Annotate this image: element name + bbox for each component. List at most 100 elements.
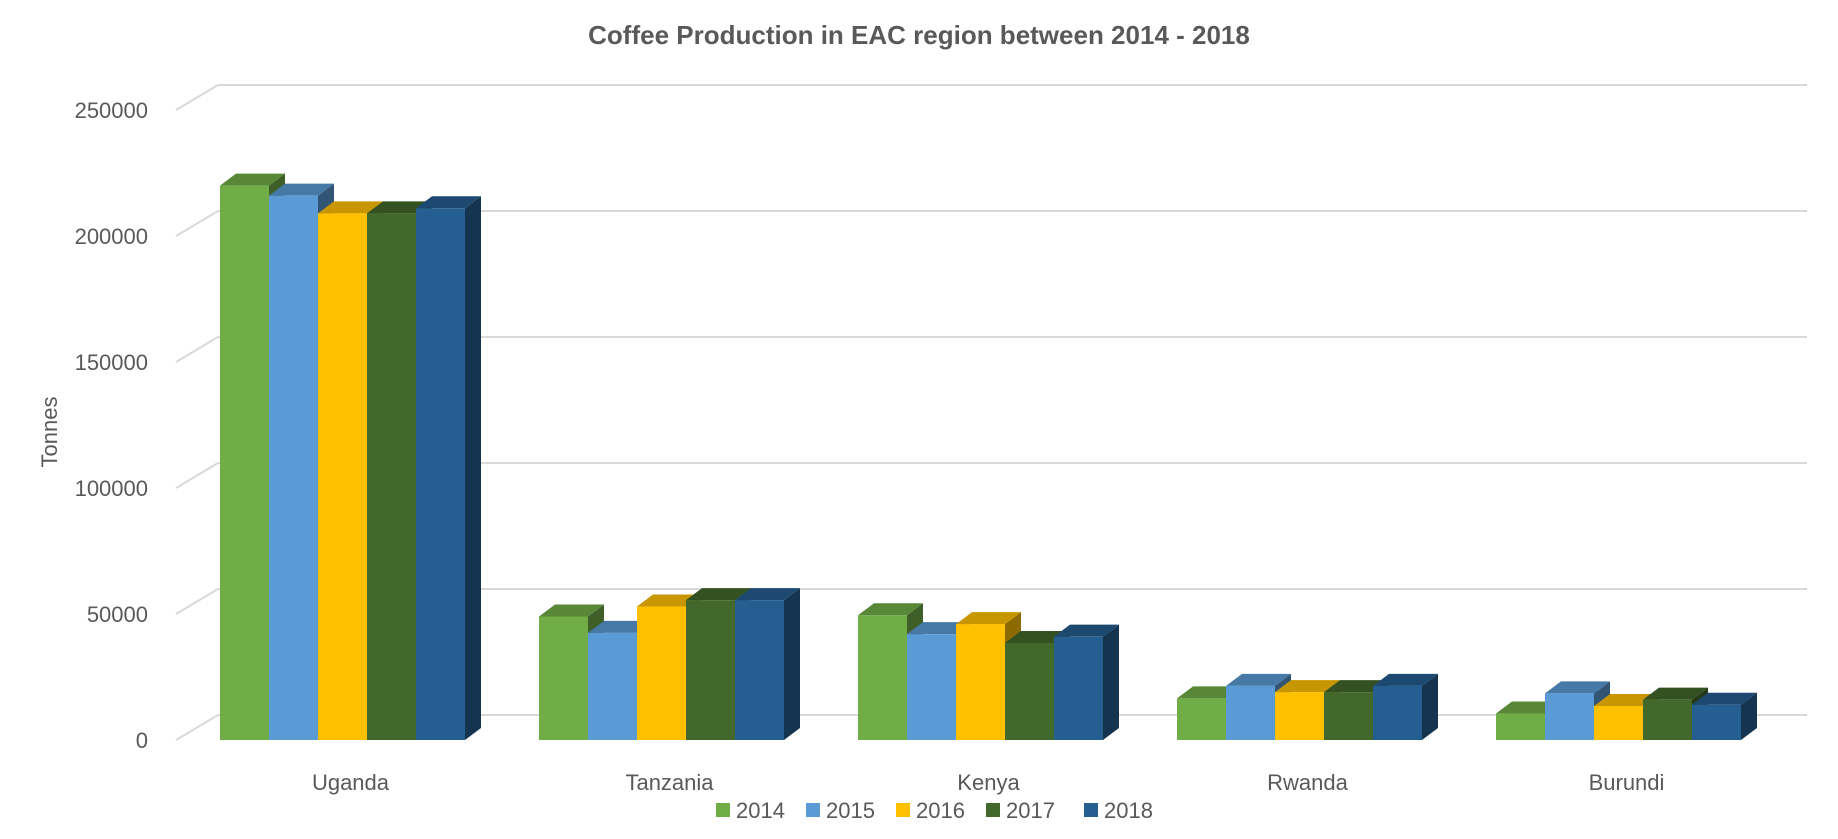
legend-label: 2014: [736, 798, 785, 823]
bar-front: [269, 195, 318, 740]
gridline-depth: [175, 714, 219, 741]
legend-swatch: [806, 803, 820, 817]
y-axis-ticks: 0 50000 100000 150000 200000 250000: [75, 98, 148, 753]
legend-label: 2016: [916, 798, 965, 823]
bar-top: [416, 196, 481, 209]
bar-top: [1324, 680, 1389, 693]
bar-top: [907, 622, 972, 635]
bar-top: [588, 620, 653, 633]
bar-front: [637, 606, 686, 740]
legend-swatch: [986, 803, 1000, 817]
bar-top: [1226, 673, 1291, 686]
bar-top: [1545, 681, 1610, 694]
legend-item-2016[interactable]: 2016: [896, 798, 965, 823]
bar-top: [1496, 701, 1561, 714]
gridline-depth: [175, 210, 219, 237]
bar-front: [539, 616, 588, 740]
bar-front: [1692, 704, 1741, 740]
legend-swatch: [1084, 803, 1098, 817]
bar-front: [686, 600, 735, 740]
bar-top: [1054, 624, 1119, 637]
bar-top: [735, 588, 800, 601]
bar-front: [858, 615, 907, 740]
gridline-depth: [175, 336, 219, 363]
legend-item-2015[interactable]: 2015: [806, 798, 875, 823]
y-tick-label: 100000: [75, 476, 148, 501]
bar-front: [1005, 642, 1054, 740]
gridlines: [175, 84, 1807, 741]
bar-front: [1373, 685, 1422, 740]
bars: [220, 173, 1757, 741]
y-axis-label: Tonnes: [37, 397, 62, 468]
bar-kenya-2018: [1054, 624, 1119, 740]
y-tick-label: 200000: [75, 224, 148, 249]
bar-front: [1545, 693, 1594, 740]
bar-front: [1177, 698, 1226, 740]
gridline-depth: [175, 588, 219, 615]
bar-top: [1275, 680, 1340, 693]
y-tick-label: 0: [136, 728, 148, 753]
gridline-depth: [175, 84, 219, 111]
bar-rwanda-2018: [1373, 673, 1438, 740]
bar-top: [539, 604, 604, 617]
bar-top: [1373, 673, 1438, 686]
bar-front: [907, 634, 956, 740]
x-category-label: Uganda: [312, 770, 390, 795]
bar-top: [1594, 693, 1659, 706]
legend-label: 2017: [1006, 798, 1055, 823]
bar-front: [588, 632, 637, 740]
bar-top: [220, 173, 285, 186]
bar-top: [367, 201, 432, 214]
legend-item-2017[interactable]: 2017: [986, 798, 1055, 823]
bar-side: [784, 588, 800, 740]
bar-side: [1741, 692, 1757, 740]
bar-top: [1692, 692, 1757, 705]
legend[interactable]: 2014 2015 2016 2017 2018: [716, 798, 1153, 823]
bar-top: [1005, 630, 1070, 643]
bar-top: [956, 612, 1021, 625]
bar-top: [858, 603, 923, 616]
bar-front: [318, 213, 367, 740]
x-category-label: Tanzania: [625, 770, 714, 795]
bar-top: [269, 183, 334, 196]
bar-front: [1643, 699, 1692, 740]
bar-front: [416, 208, 465, 740]
chart-title: Coffee Production in EAC region between …: [588, 20, 1250, 50]
gridline-depth: [175, 462, 219, 489]
y-tick-label: 150000: [75, 350, 148, 375]
bar-front: [956, 624, 1005, 740]
bar-side: [1103, 624, 1119, 740]
bar-burundi-2018: [1692, 692, 1757, 740]
bar-front: [735, 600, 784, 740]
bar-top: [637, 594, 702, 607]
bar-front: [1594, 705, 1643, 740]
bar-side: [465, 196, 481, 740]
bar-front: [1275, 692, 1324, 740]
bar-side: [1422, 673, 1438, 740]
bar-top: [1177, 686, 1242, 699]
legend-swatch: [896, 803, 910, 817]
bar-front: [220, 185, 269, 741]
y-tick-label: 50000: [87, 602, 148, 627]
x-category-label: Burundi: [1589, 770, 1665, 795]
bar-tanzania-2018: [735, 588, 800, 740]
bar-front: [367, 213, 416, 740]
legend-item-2018[interactable]: 2018: [1084, 798, 1153, 823]
bar-front: [1496, 713, 1545, 740]
x-category-label: Kenya: [957, 770, 1020, 795]
bar-top: [686, 588, 751, 601]
bar-front: [1226, 685, 1275, 740]
bar-top: [1643, 687, 1708, 700]
x-axis-categories: Uganda Tanzania Kenya Rwanda Burundi: [312, 770, 1664, 795]
x-category-label: Rwanda: [1267, 770, 1348, 795]
legend-item-2014[interactable]: 2014: [716, 798, 785, 823]
legend-swatch: [716, 803, 730, 817]
y-tick-label: 250000: [75, 98, 148, 123]
bar-front: [1324, 692, 1373, 740]
bar-front: [1054, 636, 1103, 740]
legend-label: 2018: [1104, 798, 1153, 823]
bar-uganda-2018: [416, 196, 481, 740]
legend-label: 2015: [826, 798, 875, 823]
